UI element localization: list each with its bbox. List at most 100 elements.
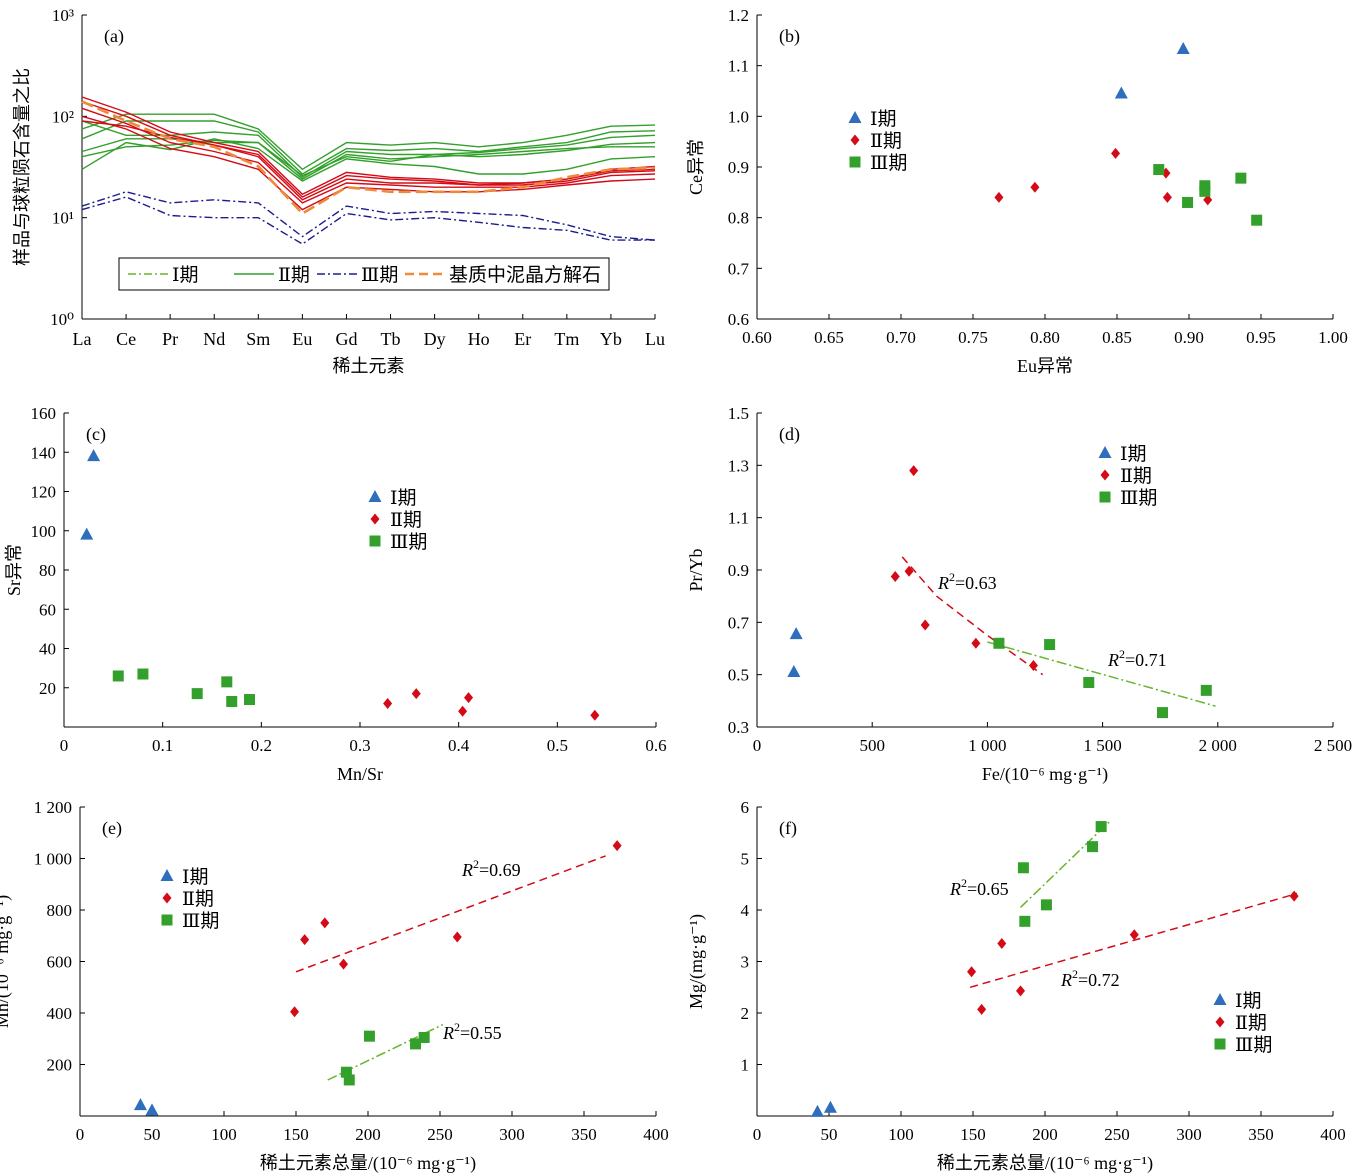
x-tick-label: 0 [753, 736, 762, 755]
point-square-2-1 [1044, 639, 1056, 651]
x-tick-label: 0.2 [251, 736, 272, 755]
point-diamond-1-1 [904, 565, 914, 577]
x-tick-label: 2 500 [1314, 736, 1352, 755]
point-diamond-1-5 [612, 840, 622, 852]
point-square-2-2 [1040, 899, 1052, 911]
x-tick-label: 500 [859, 736, 885, 755]
x-tick-label: 0.90 [1174, 328, 1204, 347]
legend-label: 基质中泥晶方解石 [449, 264, 601, 286]
point-square-2-2 [1083, 677, 1095, 689]
point-diamond-1-5 [1203, 194, 1213, 206]
x-tick-label: 300 [499, 1125, 525, 1144]
point-square-2-3 [1199, 185, 1211, 197]
point-square-2-2 [363, 1030, 375, 1042]
legend-label: Ⅱ期 [278, 264, 310, 286]
point-diamond-1-1 [1030, 181, 1040, 193]
r2-symbol: R [442, 1023, 454, 1043]
y-axis-label: Mn/(10⁻⁶ mg·g⁻¹) [0, 895, 13, 1028]
legend-label: Ⅱ期 [1235, 1012, 1267, 1034]
legend-marker [369, 535, 381, 547]
panel-e: 0 50 100 150 200 250 300 350 400 200 400 600 800 1 00… [0, 798, 669, 1174]
y-tick-label: 1.1 [728, 509, 749, 528]
x-tick-label: 0.80 [1030, 328, 1060, 347]
legend-marker [1099, 491, 1111, 503]
y-tick-label: 1 000 [34, 850, 72, 869]
point-diamond-1-4 [971, 637, 981, 649]
x-tick-label: Sm [246, 329, 270, 349]
point-diamond-1-1 [383, 697, 393, 709]
x-tick-label: Ho [468, 329, 490, 349]
x-axis-label: 稀土元素 [333, 356, 405, 376]
r2-annotation: R2=0.65 [949, 876, 1009, 899]
panel-f: 0 50 100 150 200 250 300 350 400 1 2 3 4 5 6 (f) 稀土元素总量/… [686, 798, 1346, 1174]
x-tick-label: Pr [162, 329, 178, 349]
r2-superscript: 2 [1119, 647, 1125, 661]
point-square-2-4 [1235, 172, 1247, 184]
x-tick-label: Yb [600, 329, 622, 349]
y-tick-label: 1.5 [728, 404, 749, 423]
x-tick-label: 0.5 [547, 736, 568, 755]
x-tick-label: 100 [211, 1125, 237, 1144]
x-tick-label: Eu [292, 329, 312, 349]
fit-line-1 [987, 641, 1216, 707]
x-tick-label: 0 [60, 736, 69, 755]
point-diamond-1-1 [977, 1003, 987, 1015]
y-tick-label: 1.0 [728, 107, 749, 126]
point-square-2-0 [112, 670, 124, 682]
legend-marker [368, 490, 382, 502]
y-tick-label: 1 [741, 1056, 750, 1075]
x-tick-label: 2 000 [1199, 736, 1237, 755]
y-tick-label: 40 [39, 640, 56, 659]
x-tick-label: 250 [427, 1125, 453, 1144]
x-axis-label: 稀土元素总量/(10⁻⁶ mg·g⁻¹) [260, 1153, 476, 1174]
point-diamond-1-4 [1129, 929, 1139, 941]
series-line-8 [81, 107, 656, 204]
y-tick-label: 5 [741, 850, 750, 869]
y-tick-label: 400 [47, 1004, 73, 1023]
x-tick-label: 0.65 [814, 328, 844, 347]
point-square-2-1 [137, 668, 149, 680]
point-triangle-0-1 [87, 449, 101, 462]
y-tick-label: 0.9 [728, 158, 749, 177]
y-axis-label: Mg/(mg·g⁻¹) [686, 914, 707, 1009]
panel-label: (c) [86, 424, 106, 445]
point-square-2-4 [1095, 821, 1107, 833]
x-tick-label: 0.3 [349, 736, 370, 755]
x-tick-label: 0.85 [1102, 328, 1132, 347]
r2-annotation: R2=0.69 [461, 857, 521, 880]
point-diamond-1-4 [464, 692, 474, 704]
legend-marker [161, 914, 173, 926]
x-axis-label: 稀土元素总量/(10⁻⁶ mg·g⁻¹) [937, 1153, 1153, 1174]
point-diamond-1-0 [967, 966, 977, 978]
y-tick-label: 160 [31, 404, 57, 423]
point-square-2-4 [226, 695, 238, 707]
r2-value: =0.63 [955, 573, 997, 593]
series-line-10 [81, 120, 656, 201]
y-tick-label: 1 200 [34, 798, 72, 817]
point-triangle-0-1 [145, 1103, 159, 1116]
x-tick-label: 0 [753, 1125, 762, 1144]
panel-label: (a) [104, 26, 124, 47]
y-tick-label: 80 [39, 561, 56, 580]
point-diamond-1-2 [909, 465, 919, 477]
legend-marker [848, 111, 862, 123]
series-line-11 [81, 191, 656, 241]
y-tick-label: 800 [47, 901, 73, 920]
x-tick-label: 400 [1320, 1125, 1346, 1144]
legend-marker [1100, 469, 1110, 481]
y-tick-label: 0.6 [728, 310, 749, 329]
legend-label: Ⅰ期 [1235, 990, 1262, 1012]
y-tick-label: 10³ [52, 6, 74, 25]
legend-label: Ⅲ期 [390, 531, 427, 553]
point-triangle-0-1 [1176, 41, 1190, 54]
y-tick-label: 10¹ [52, 209, 74, 228]
x-tick-label: 350 [1248, 1125, 1274, 1144]
y-tick-label: 0.3 [728, 718, 749, 737]
legend-marker [1213, 993, 1227, 1005]
r2-superscript: 2 [454, 1020, 460, 1034]
point-square-2-0 [1017, 862, 1029, 874]
x-tick-label: 1 000 [968, 736, 1006, 755]
y-axis-label: 样品与球粒陨石含量之比 [12, 68, 32, 266]
